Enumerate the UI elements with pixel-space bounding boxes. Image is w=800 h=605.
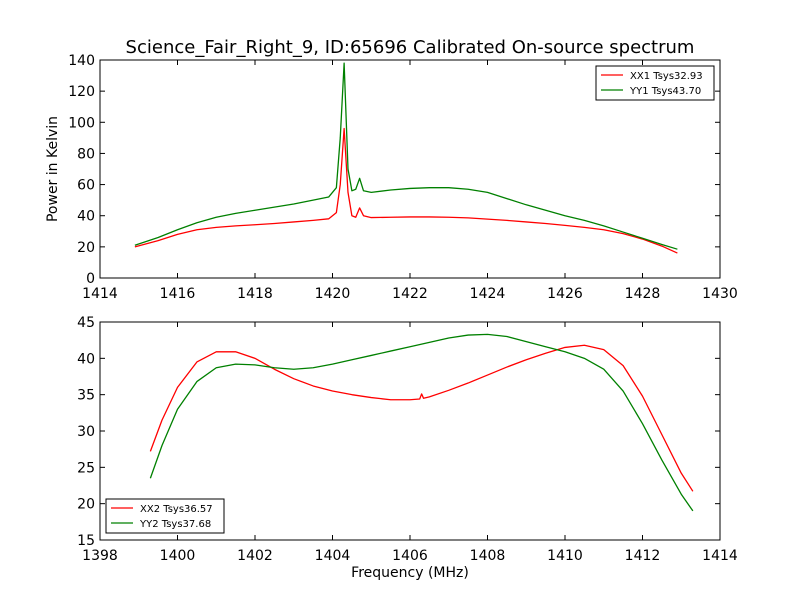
bottom-ytick-label: 30: [77, 424, 95, 440]
bottom-legend-label: XX2 Tsys36.57: [140, 504, 213, 515]
bottom-legend-box: [105, 498, 225, 534]
top-xtick-label: 1430: [702, 286, 738, 302]
top-ytick-label: 140: [68, 53, 95, 69]
bottom-series-line-2: [149, 333, 694, 512]
top-panel: Power in Kelvin 1414 1416 1418 1420 1422 1424…: [45, 53, 738, 302]
bottom-xtick-label: 1412: [625, 548, 661, 564]
bottom-ytick-label: 25: [77, 460, 95, 476]
bottom-xtick-label: 1398: [82, 548, 118, 564]
top-legend-label: YY1 Tsys43.70: [629, 86, 701, 97]
top-series-line-1: [134, 127, 678, 254]
bottom-legend-label: YY2 Tsys37.68: [139, 519, 211, 530]
bottom-ytick-label: 45: [77, 315, 95, 331]
top-xtick-label: 1424: [470, 286, 506, 302]
bottom-xtick-label: 1402: [237, 548, 273, 564]
top-ytick-label: 80: [77, 146, 95, 162]
top-xtick-label: 1422: [392, 286, 428, 302]
top-ytick-label: 20: [77, 240, 95, 256]
top-ytick-label: 60: [77, 178, 95, 194]
top-xtick-label: 1414: [82, 286, 118, 302]
bottom-xtick-label: 1410: [547, 548, 583, 564]
top-ytick-label: 120: [68, 84, 95, 100]
bottom-series-line-1: [149, 344, 694, 492]
top-xtick-label: 1428: [625, 286, 661, 302]
bottom-ytick-label: 15: [77, 533, 95, 549]
chart-title: Science_Fair_Right_9, ID:65696 Calibrate…: [126, 37, 695, 58]
top-ytick-label: 40: [77, 209, 95, 225]
bottom-legend: XX2 Tsys36.57 YY2 Tsys37.68: [105, 498, 225, 534]
top-ytick-label: 0: [86, 271, 95, 287]
top-xtick-label: 1426: [547, 286, 583, 302]
top-xtick-label: 1416: [160, 286, 196, 302]
top-legend-box: [595, 65, 715, 101]
bottom-xlabel: Frequency (MHz): [351, 565, 469, 581]
bottom-xtick-label: 1414: [702, 548, 738, 564]
bottom-ytick-label: 35: [77, 388, 95, 404]
top-ytick-label: 100: [68, 115, 95, 131]
bottom-panel: Frequency (MHz) 1398 1400 1402 1404 1406 1408…: [77, 315, 738, 581]
top-legend-label: XX1 Tsys32.93: [630, 71, 703, 82]
bottom-ytick-label: 40: [77, 351, 95, 367]
top-xtick-label: 1420: [315, 286, 351, 302]
bottom-ytick-label: 20: [77, 497, 95, 513]
top-ylabel: Power in Kelvin: [45, 116, 61, 222]
top-legend: XX1 Tsys32.93 YY1 Tsys43.70: [595, 65, 715, 101]
bottom-xtick-label: 1404: [315, 548, 351, 564]
bottom-xtick-label: 1400: [160, 548, 196, 564]
top-xtick-label: 1418: [237, 286, 273, 302]
bottom-xtick-label: 1406: [392, 548, 428, 564]
top-series-line-2: [134, 62, 678, 250]
bottom-xtick-label: 1408: [470, 548, 506, 564]
